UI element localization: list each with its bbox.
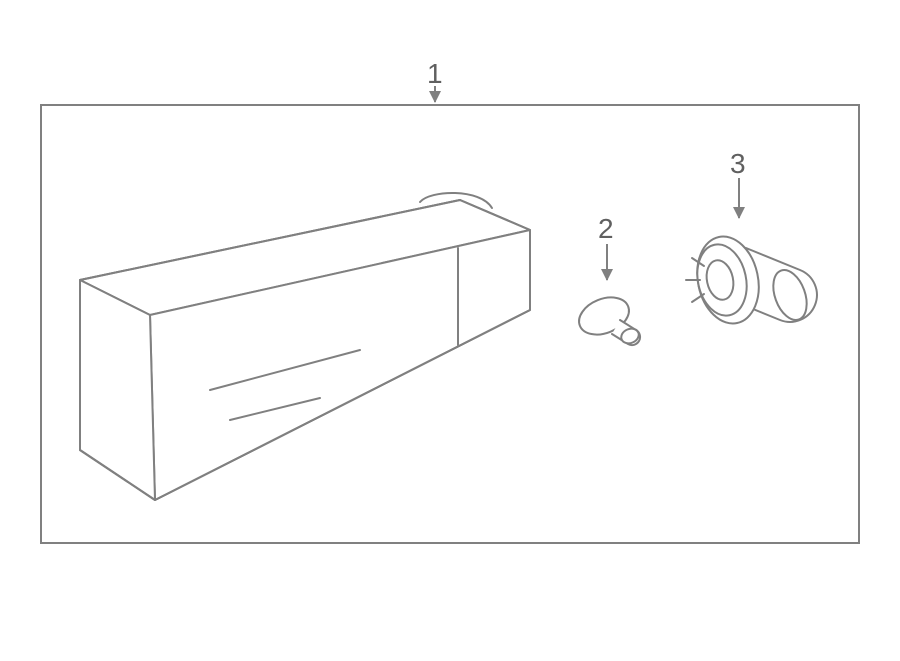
side-marker-lamp-icon — [60, 190, 580, 520]
callout-1-label: 1 — [427, 60, 443, 88]
callout-3-label: 3 — [730, 150, 746, 178]
socket-icon — [668, 210, 818, 360]
callout-1-arrow — [434, 86, 436, 102]
diagram-canvas: 1 2 3 — [0, 0, 900, 661]
callout-2-arrow — [606, 244, 608, 280]
bulb-icon — [570, 278, 650, 368]
callout-2-label: 2 — [598, 215, 614, 243]
